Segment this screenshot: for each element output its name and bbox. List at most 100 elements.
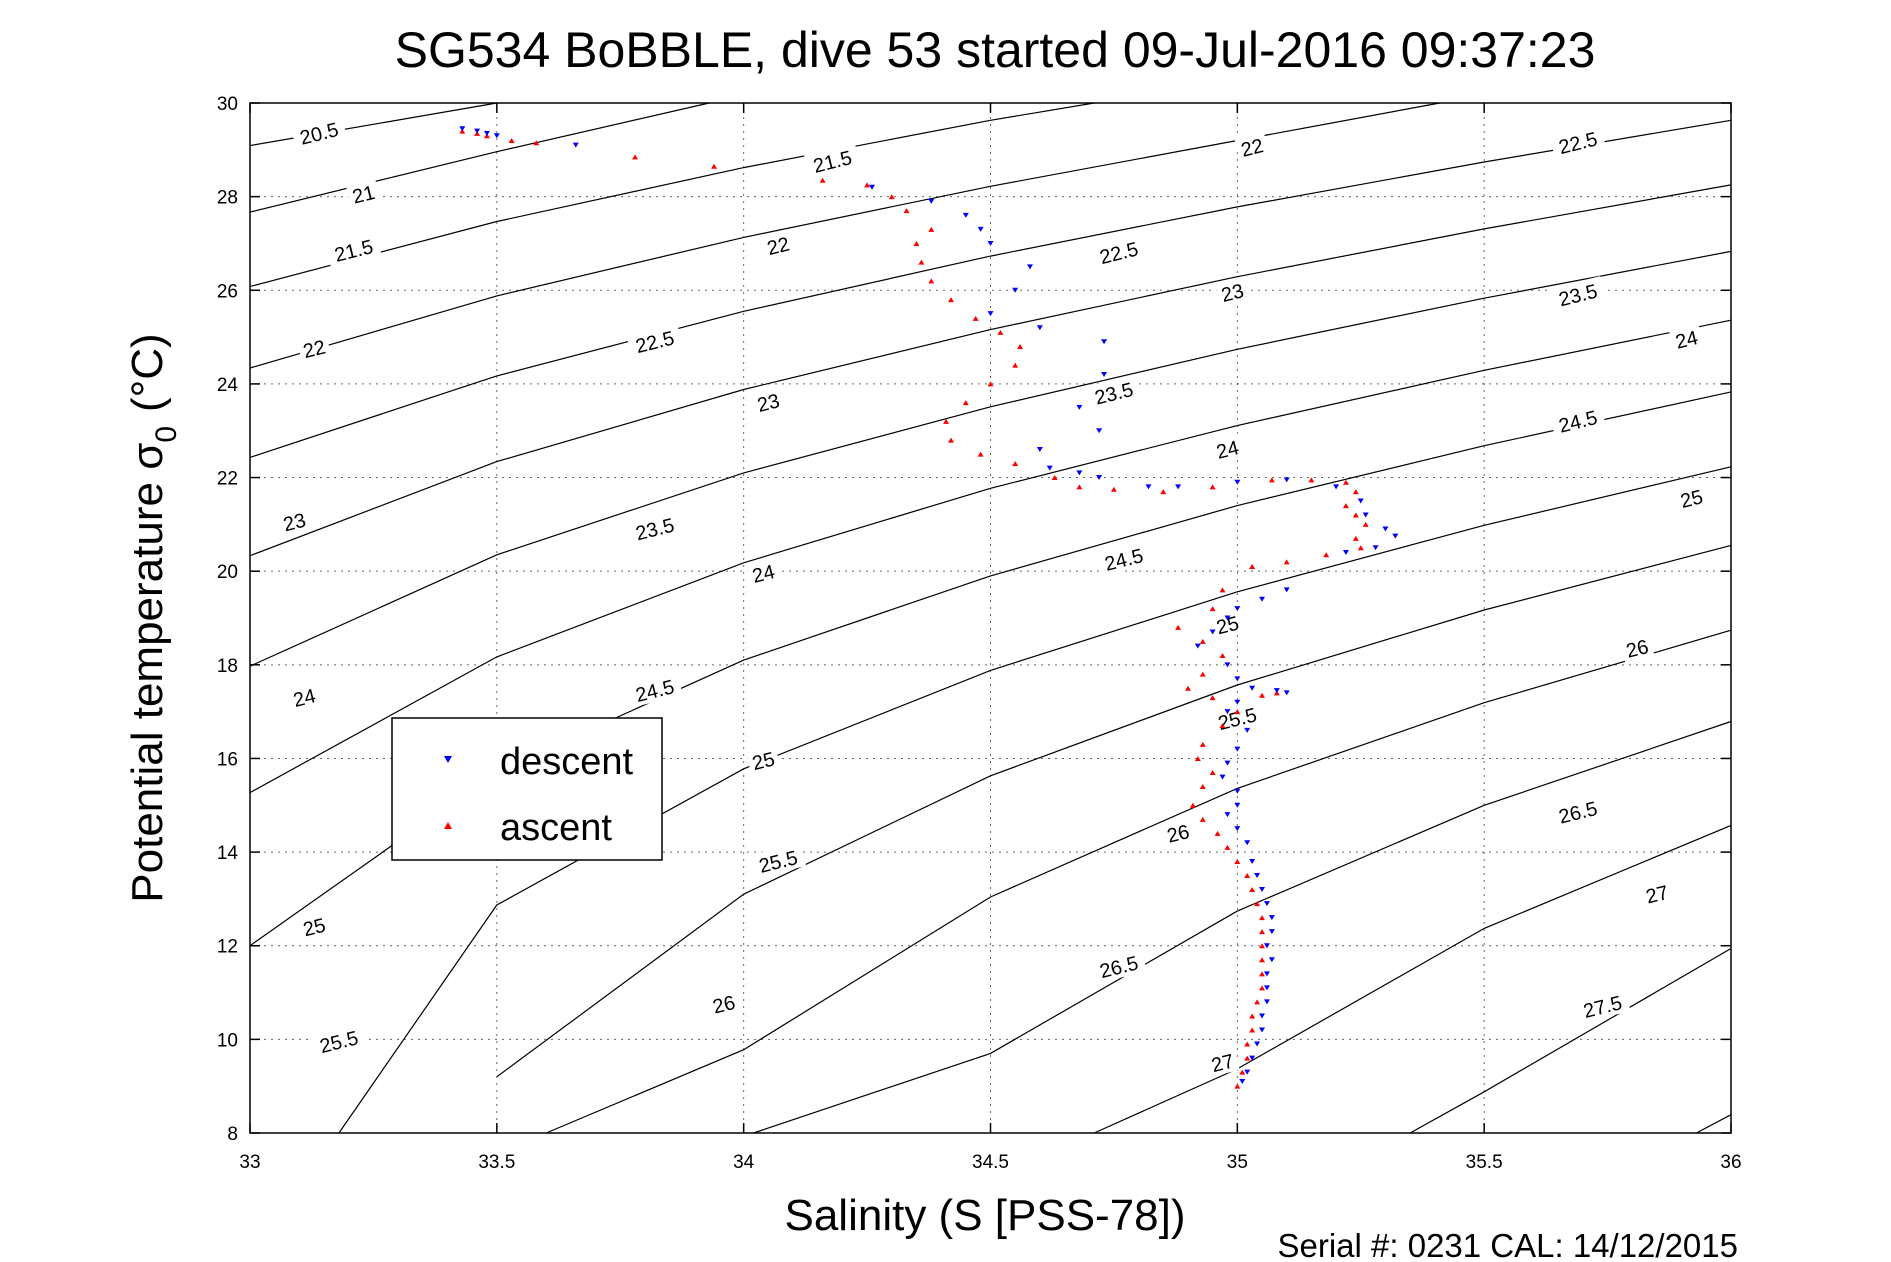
ascent-point — [1259, 915, 1266, 921]
contour-label: 23 — [1219, 280, 1246, 307]
ascent-point — [928, 226, 935, 232]
ascent-point — [1051, 475, 1058, 481]
ascent-point — [943, 418, 950, 424]
contour-label-background — [1234, 131, 1270, 162]
descent-point — [1268, 957, 1275, 963]
descent-point — [1372, 545, 1379, 551]
descent-point — [1076, 470, 1083, 476]
contour-label: 24 — [1214, 437, 1241, 464]
contour-label-background — [1639, 877, 1675, 909]
descent-point — [1283, 477, 1290, 483]
ascent-point — [711, 163, 718, 169]
descent-point — [1283, 587, 1290, 593]
ascent-point — [1342, 503, 1349, 509]
ascent-point — [1199, 671, 1206, 677]
contour-line-25 — [338, 466, 1732, 1134]
contour-label-group: 23 — [750, 386, 786, 417]
contour-label-background — [296, 332, 332, 364]
descent-point — [928, 198, 935, 204]
contour-label-background — [1574, 987, 1631, 1024]
contour-label-group: 25 — [1673, 482, 1709, 513]
contour-label-group: 24 — [1668, 323, 1704, 354]
contour-label-group: 23 — [276, 505, 312, 537]
x-tick-label: 33.5 — [478, 1152, 515, 1173]
contour-label-background — [626, 510, 683, 546]
descent-point — [1234, 479, 1241, 485]
ascent-point — [1259, 957, 1266, 963]
ascent-point — [913, 240, 920, 246]
descent-point — [1362, 512, 1369, 518]
y-tick-label: 28 — [217, 188, 238, 209]
contour-label-group: 27 — [1204, 1046, 1240, 1077]
ascent-point — [1199, 741, 1206, 747]
ascent-point — [972, 315, 979, 321]
descent-point — [977, 226, 984, 232]
ascent-point — [632, 154, 639, 160]
descent-point — [1224, 709, 1231, 715]
descent-point — [1234, 746, 1241, 752]
contour-label-background — [626, 322, 683, 359]
y-axis-label-subscript: 0 — [150, 426, 183, 443]
descent-point — [1333, 484, 1340, 490]
descent-point — [1249, 685, 1256, 691]
contour-line-24 — [249, 319, 1732, 794]
contour-label-group: 22 — [760, 229, 796, 261]
contour-line-26-5 — [753, 720, 1732, 1134]
descent-point — [474, 128, 481, 134]
legend-descent-marker — [444, 756, 452, 763]
ascent-point — [948, 437, 955, 443]
ascent-point — [864, 182, 871, 188]
contour-label: 26 — [1165, 821, 1192, 848]
contour-label: 24 — [1673, 327, 1700, 354]
contour-label-background — [1209, 608, 1245, 640]
ascent-point — [1209, 606, 1216, 612]
ascent-point — [819, 177, 826, 183]
contour-label-background — [706, 988, 742, 1019]
contour-label-group: 24 — [286, 681, 322, 712]
descent-point — [1224, 615, 1231, 621]
descent-point — [1268, 915, 1275, 921]
contour-label-background — [1668, 323, 1704, 354]
contour-label-background — [1549, 276, 1606, 312]
ascent-point — [1259, 985, 1266, 991]
contour-label-background — [325, 231, 382, 268]
y-tick-label: 18 — [217, 656, 238, 677]
contour-label-background — [804, 142, 861, 179]
contour-label-background — [296, 910, 332, 942]
descent-point — [1249, 858, 1256, 864]
ascent-point — [1244, 1055, 1251, 1061]
contour-label-group: 27 — [1639, 877, 1675, 909]
descent-point — [1219, 774, 1226, 780]
descent-point — [1254, 1041, 1261, 1047]
y-tick-label: 16 — [217, 749, 238, 770]
ascent-point — [1189, 802, 1196, 808]
descent-point — [869, 184, 876, 190]
descent-point — [1012, 287, 1019, 293]
descent-point — [1382, 526, 1389, 532]
contour-label-group: 26 — [1619, 632, 1655, 663]
descent-point — [1263, 943, 1270, 949]
ascent-point — [1249, 564, 1256, 569]
contour-label-background — [1619, 632, 1655, 663]
contour-line-28 — [1696, 1114, 1732, 1134]
y-tick-label: 10 — [217, 1030, 238, 1051]
descent-point — [1046, 465, 1053, 471]
plot-background — [250, 103, 1731, 1133]
descent-point — [1234, 606, 1241, 612]
contour-label-background — [345, 178, 381, 209]
ascent-point — [1234, 858, 1241, 864]
contour-label-group: 22 — [296, 332, 332, 364]
y-axis-label: Potential temperature σ0 (°C) — [123, 333, 183, 902]
contour-label: 23 — [281, 510, 308, 537]
descent-point — [987, 311, 994, 317]
ascent-point — [533, 140, 540, 146]
contour-label-background — [1214, 276, 1250, 307]
descent-point — [1263, 971, 1270, 977]
descent-point — [1259, 596, 1266, 602]
contour-label: 21 — [350, 182, 377, 209]
contour-label: 27 — [1209, 1050, 1236, 1077]
contour-line-23 — [249, 184, 1732, 557]
contour-label-background — [760, 229, 796, 261]
legend-ascent-marker — [444, 822, 452, 829]
ascent-point — [1254, 999, 1261, 1005]
